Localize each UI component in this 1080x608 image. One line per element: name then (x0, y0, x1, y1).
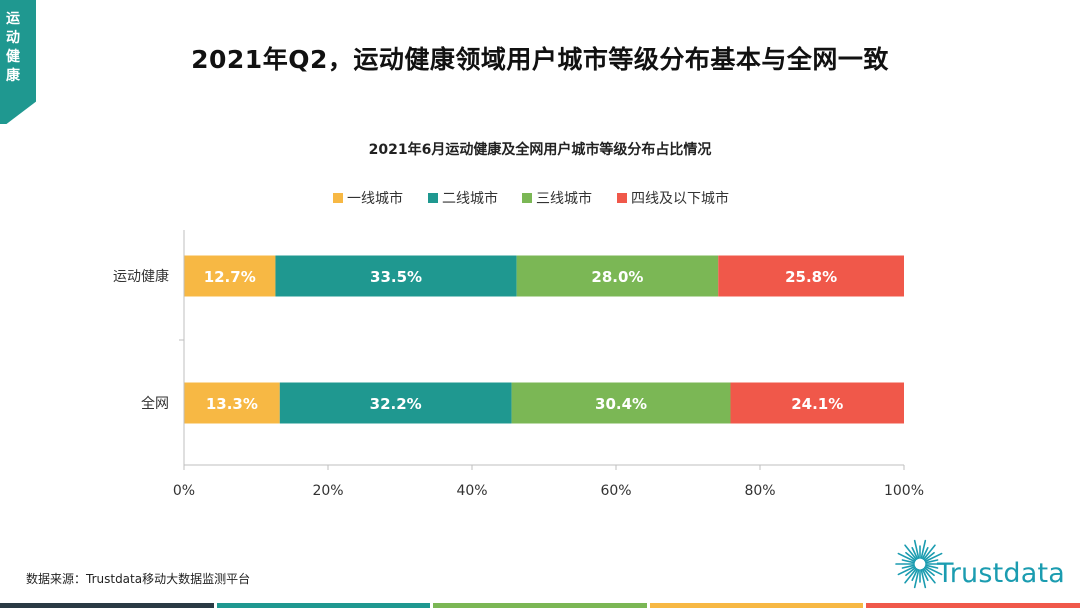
x-tick-label: 60% (600, 483, 631, 499)
category-label: 运动健康 (113, 268, 169, 285)
legend-swatch (522, 193, 532, 203)
data-label: 24.1% (791, 395, 843, 413)
data-label: 13.3% (206, 395, 258, 413)
data-label: 25.8% (785, 268, 837, 286)
legend-label: 二线城市 (442, 190, 498, 207)
x-tick-label: 0% (173, 483, 195, 499)
bar-segment (516, 255, 719, 297)
bar-segment (184, 255, 276, 297)
data-label: 33.5% (370, 268, 422, 286)
data-label: 30.4% (595, 395, 647, 413)
legend-label: 四线及以下城市 (631, 190, 729, 207)
footer-segment (866, 603, 1080, 608)
chart-axes: 0% 20% 40% 60% 80% 100% (173, 230, 924, 499)
x-tick-label: 20% (312, 483, 343, 499)
bar-segment (730, 382, 904, 424)
legend-label: 三线城市 (536, 190, 592, 207)
category-label: 全网 (141, 395, 169, 412)
bar-segment (279, 382, 512, 424)
logo-text: Trustdata (937, 558, 1066, 589)
legend-swatch (428, 193, 438, 203)
chart-legend: 一线城市 二线城市 三线城市 四线及以下城市 (333, 190, 729, 207)
bar-segment (718, 255, 904, 297)
data-label: 12.7% (204, 268, 256, 286)
sunburst-icon (895, 539, 945, 589)
stacked-bar-chart: 2021年6月运动健康及全网用户城市等级分布占比情况 一线城市 二线城市 三线城市 四… (113, 141, 924, 499)
legend-swatch (333, 193, 343, 203)
bar-segment (275, 255, 517, 297)
footer-segment (216, 603, 431, 608)
x-tick-label: 100% (884, 483, 924, 499)
footer-segment (433, 603, 647, 608)
chart-bars: 12.7% 33.5% 28.0% 25.8% 运动健康 13.3% 32.2% 30.4% 2… (113, 255, 904, 424)
data-label: 28.0% (591, 268, 643, 286)
side-tab: 运动健康 (0, 0, 36, 124)
footer-segment (0, 603, 214, 608)
bar-segment (184, 382, 280, 424)
chart-title: 2021年6月运动健康及全网用户城市等级分布占比情况 (369, 141, 712, 158)
legend-swatch (617, 193, 627, 203)
data-label: 32.2% (370, 395, 422, 413)
page-title: 2021年Q2，运动健康领域用户城市等级分布基本与全网一致 (191, 45, 889, 74)
x-tick-label: 80% (744, 483, 775, 499)
side-tab-label: 运动健康 (6, 11, 20, 84)
x-tick-label: 40% (456, 483, 487, 499)
bar-segment (511, 382, 731, 424)
footer-segment (649, 603, 864, 608)
data-source: 数据来源：Trustdata移动大数据监测平台 (26, 572, 251, 586)
footer-color-bar (0, 603, 1080, 608)
legend-label: 一线城市 (347, 190, 403, 207)
